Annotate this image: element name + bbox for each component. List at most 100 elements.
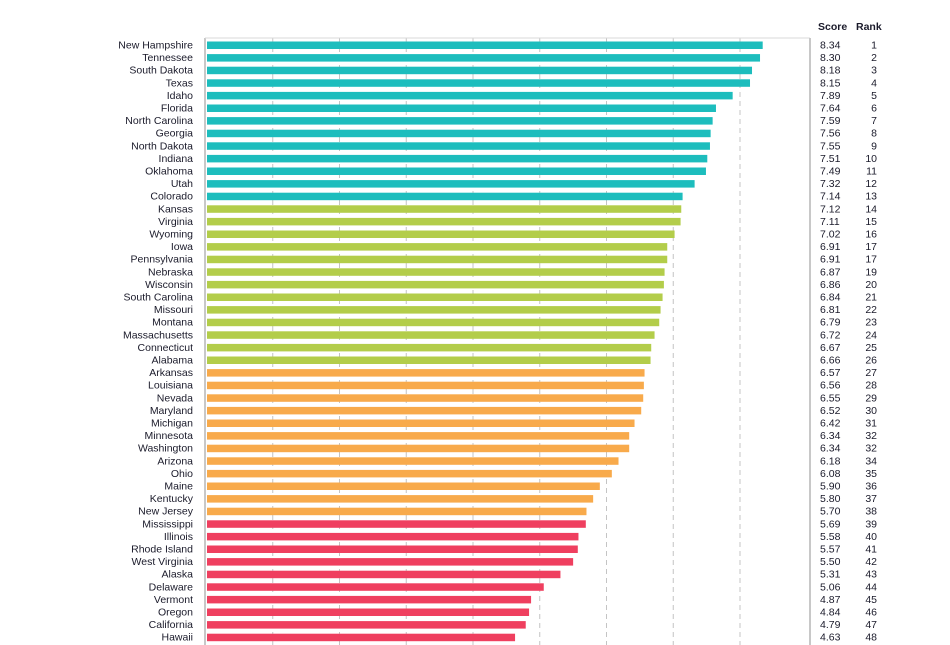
bar (207, 142, 710, 150)
rank-label: 23 (865, 317, 877, 329)
state-label: West Virginia (132, 556, 194, 568)
bar (207, 381, 644, 390)
state-label: Delaware (149, 581, 194, 593)
bar (207, 369, 645, 377)
bar (207, 356, 651, 364)
state-label: Michigan (151, 418, 193, 430)
bar-row: Kansas 7.12 14 (158, 203, 877, 215)
bar (207, 482, 600, 490)
rank-label: 41 (865, 544, 877, 556)
state-label: Ohio (171, 468, 193, 480)
bar-row: Pennsylvania 6.91 17 (131, 254, 878, 266)
state-label: Utah (171, 178, 193, 190)
rank-label: 30 (865, 405, 877, 417)
rank-label: 22 (865, 304, 877, 316)
rank-label: 14 (865, 203, 877, 215)
bar-row: Vermont 4.87 45 (154, 594, 877, 606)
rank-label: 9 (871, 140, 877, 152)
score-label: 6.55 (820, 392, 841, 404)
state-label: Wyoming (149, 229, 193, 241)
rank-label: 6 (871, 103, 877, 115)
score-label: 5.31 (820, 569, 841, 581)
state-label: South Carolina (124, 292, 194, 304)
score-label: 7.56 (820, 128, 841, 140)
bar (207, 154, 708, 163)
bar (207, 507, 587, 516)
state-label: North Dakota (131, 140, 193, 152)
rank-label: 45 (865, 594, 877, 606)
bar-row: Virginia 7.11 15 (158, 216, 877, 228)
bar-row: Louisiana 6.56 28 (148, 380, 877, 392)
state-label: Nebraska (148, 266, 193, 278)
score-label: 6.56 (820, 380, 841, 392)
bar (207, 91, 733, 100)
score-label: 6.84 (820, 292, 841, 304)
bar (207, 268, 665, 276)
score-label: 5.69 (820, 518, 841, 530)
rank-label: 3 (871, 65, 877, 77)
state-label: Oklahoma (145, 166, 193, 178)
state-label: Kentucky (150, 493, 194, 505)
state-label: Pennsylvania (131, 254, 194, 266)
state-label: Georgia (156, 128, 194, 140)
rank-label: 8 (871, 128, 877, 140)
bar-row: California 4.79 47 (149, 619, 878, 631)
state-label: Vermont (154, 594, 193, 606)
bar (207, 230, 675, 238)
bar-row: North Carolina 7.59 7 (125, 115, 877, 127)
state-label: Florida (161, 103, 193, 115)
bar (207, 432, 630, 440)
bar (207, 54, 761, 62)
rank-label: 17 (865, 241, 877, 253)
bar-row: Wisconsin 6.86 20 (145, 279, 877, 291)
rank-label: 25 (865, 342, 877, 354)
bar-row: North Dakota 7.55 9 (131, 140, 877, 152)
score-label: 5.70 (820, 506, 841, 518)
state-label: Rhode Island (131, 544, 193, 556)
score-label: 8.34 (820, 40, 841, 52)
score-label: 7.64 (820, 103, 841, 115)
state-label: Alaska (161, 569, 193, 581)
state-label: Maine (164, 481, 193, 493)
state-label: Washington (138, 443, 193, 455)
gridlines (272, 38, 741, 645)
score-label: 8.30 (820, 52, 841, 64)
bar (207, 406, 642, 415)
bar-row: Arizona 6.18 34 (157, 455, 877, 467)
rank-label: 20 (865, 279, 877, 291)
score-label: 5.90 (820, 481, 841, 493)
bar (207, 570, 561, 579)
score-label: 7.02 (820, 229, 841, 241)
rank-label: 13 (865, 191, 877, 203)
score-label: 6.81 (820, 304, 841, 316)
score-label: 6.91 (820, 241, 841, 253)
rank-label: 5 (871, 90, 877, 102)
bar (207, 306, 661, 314)
bar-row: Hawaii 4.63 48 (161, 632, 877, 644)
bar (207, 621, 526, 629)
score-label: 8.15 (820, 77, 841, 89)
state-label: Connecticut (138, 342, 194, 354)
bar (207, 419, 635, 427)
bar-row: Ohio 6.08 35 (171, 468, 877, 480)
score-label: 6.72 (820, 329, 841, 341)
state-label: Minnesota (145, 430, 194, 442)
rank-label: 7 (871, 115, 877, 127)
state-label: Mississippi (142, 518, 193, 530)
bar (207, 318, 660, 327)
rank-label: 15 (865, 216, 877, 228)
rank-label: 35 (865, 468, 877, 480)
rank-label: 32 (865, 430, 877, 442)
rank-label: 12 (865, 178, 877, 190)
rank-label: 28 (865, 380, 877, 392)
bar-row: Indiana 7.51 10 (159, 153, 878, 165)
bar-row: Connecticut 6.67 25 (138, 342, 878, 354)
rank-label: 44 (865, 581, 877, 593)
state-label: Nevada (157, 392, 193, 404)
rank-label: 17 (865, 254, 877, 266)
rank-label: 24 (865, 329, 877, 341)
bar-row: Tennessee 8.30 2 (142, 52, 877, 64)
rank-label: 48 (865, 632, 877, 644)
rank-label: 38 (865, 506, 877, 518)
